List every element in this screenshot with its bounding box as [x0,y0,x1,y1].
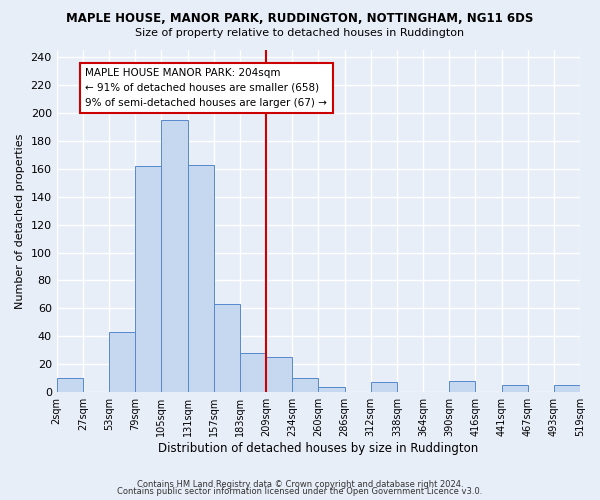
Bar [187,164,214,392]
Bar [161,120,187,392]
Bar [135,166,161,392]
Bar [554,385,580,392]
X-axis label: Distribution of detached houses by size in Ruddington: Distribution of detached houses by size … [158,442,478,455]
Text: Size of property relative to detached houses in Ruddington: Size of property relative to detached ho… [136,28,464,38]
Bar [371,382,397,392]
Y-axis label: Number of detached properties: Number of detached properties [15,134,25,309]
Bar [319,386,344,392]
Bar [502,385,527,392]
Bar [56,378,83,392]
Text: Contains public sector information licensed under the Open Government Licence v3: Contains public sector information licen… [118,487,482,496]
Bar [109,332,135,392]
Bar [292,378,319,392]
Text: MAPLE HOUSE MANOR PARK: 204sqm
← 91% of detached houses are smaller (658)
9% of : MAPLE HOUSE MANOR PARK: 204sqm ← 91% of … [85,68,328,108]
Bar [449,381,475,392]
Text: Contains HM Land Registry data © Crown copyright and database right 2024.: Contains HM Land Registry data © Crown c… [137,480,463,489]
Bar [240,353,266,392]
Bar [214,304,240,392]
Bar [266,358,292,392]
Text: MAPLE HOUSE, MANOR PARK, RUDDINGTON, NOTTINGHAM, NG11 6DS: MAPLE HOUSE, MANOR PARK, RUDDINGTON, NOT… [67,12,533,26]
